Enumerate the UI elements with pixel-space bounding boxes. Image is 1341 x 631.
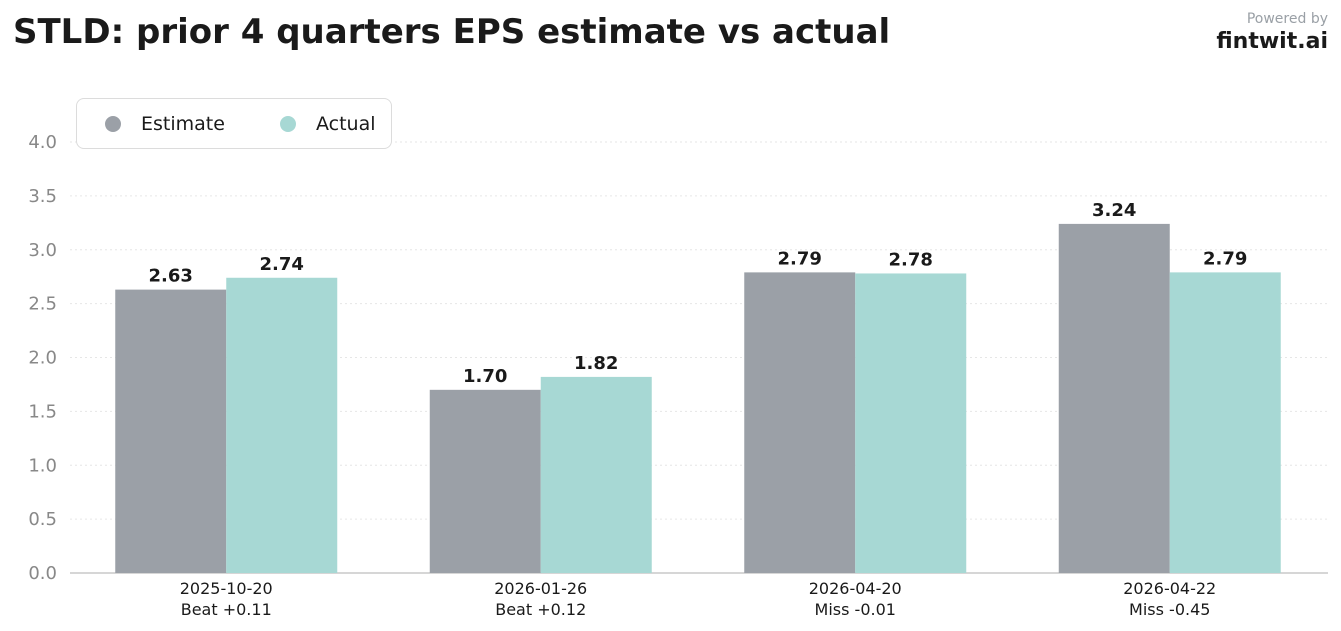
x-tick-sublabel: Beat +0.11 [181, 600, 272, 619]
y-tick-label: 1.5 [28, 401, 57, 422]
data-label-actual: 1.82 [574, 353, 618, 374]
brand-name: fintwit.ai [1216, 29, 1328, 54]
y-tick-label: 4.0 [28, 132, 57, 153]
legend-item-estimate: Estimate [105, 99, 225, 148]
x-tick-sublabel: Miss -0.01 [815, 600, 896, 619]
bar-actual [540, 376, 652, 573]
legend-swatch-actual [280, 115, 296, 132]
data-label-actual: 2.74 [260, 254, 304, 275]
legend-label-actual: Actual [316, 112, 376, 135]
y-tick-label: 2.0 [28, 348, 57, 369]
legend-swatch-estimate [105, 115, 121, 132]
data-label-estimate: 3.24 [1092, 200, 1136, 221]
x-tick-sublabel: Miss -0.45 [1129, 600, 1210, 619]
legend-item-actual: Actual [280, 99, 376, 148]
y-tick-label: 2.5 [28, 294, 57, 315]
x-tick-sublabel: Beat +0.12 [495, 600, 586, 619]
y-tick-label: 3.5 [28, 186, 57, 207]
bar-actual [1169, 272, 1281, 573]
data-label-actual: 2.78 [889, 249, 933, 270]
data-label-estimate: 2.63 [149, 266, 193, 287]
chart-title: STLD: prior 4 quarters EPS estimate vs a… [13, 12, 891, 52]
bar-estimate [1058, 223, 1170, 573]
data-label-estimate: 1.70 [463, 366, 507, 387]
x-tick-label: 2026-04-22 [1123, 579, 1216, 598]
brand-block: Powered by fintwit.ai [1216, 11, 1328, 54]
data-label-actual: 2.79 [1203, 248, 1247, 269]
powered-by-text: Powered by [1246, 11, 1328, 27]
x-tick-label: 2025-10-20 [180, 579, 273, 598]
bar-actual [226, 277, 338, 573]
x-tick-label: 2026-01-26 [494, 579, 587, 598]
y-tick-label: 0.0 [28, 563, 57, 584]
y-tick-label: 0.5 [28, 509, 57, 530]
bar-actual [855, 273, 967, 573]
data-label-estimate: 2.79 [778, 248, 822, 269]
y-tick-label: 3.0 [28, 240, 57, 261]
bar-estimate [744, 272, 856, 573]
x-tick-label: 2026-04-20 [809, 579, 902, 598]
y-tick-label: 1.0 [28, 455, 57, 476]
bar-estimate [429, 389, 541, 573]
bar-estimate [115, 289, 227, 573]
legend-label-estimate: Estimate [141, 112, 225, 135]
chart-legend: Estimate Actual [76, 98, 392, 149]
